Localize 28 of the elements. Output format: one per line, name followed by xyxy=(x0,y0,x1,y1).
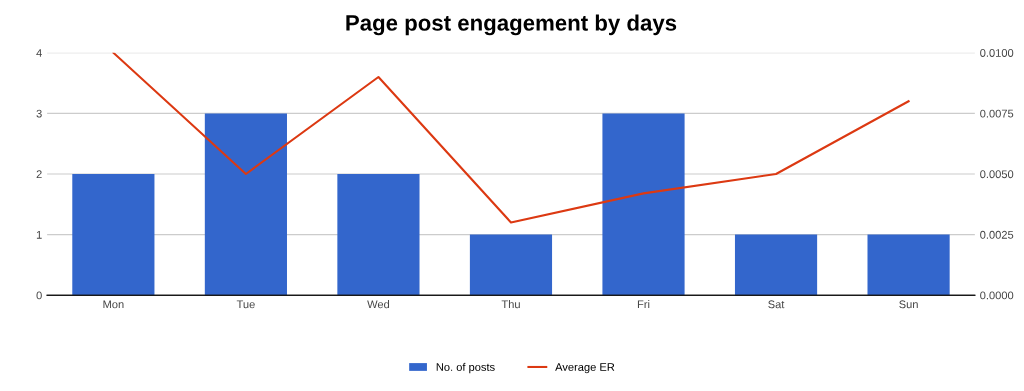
bar xyxy=(867,234,950,296)
x-tick-label: Thu xyxy=(501,300,520,309)
bar xyxy=(734,234,818,296)
y2-tick-label: 0.0100 xyxy=(980,49,1014,57)
line-series xyxy=(112,52,910,224)
bar xyxy=(337,174,420,296)
x-tick-label: Sun xyxy=(899,300,918,309)
x-tick-label: Mon xyxy=(103,300,124,309)
bar xyxy=(72,174,155,296)
y2-tick-label: 0.0025 xyxy=(980,230,1014,239)
y-tick-label: 4 xyxy=(36,49,42,57)
x-tick-label: Tue xyxy=(236,300,255,309)
bar xyxy=(204,113,287,296)
bar xyxy=(602,113,685,296)
legend-label: Average ER xyxy=(555,363,615,374)
y-tick-label: 1 xyxy=(36,230,42,239)
x-tick-label: Fri xyxy=(637,300,650,309)
bar xyxy=(469,234,553,296)
y-tick-label: 0 xyxy=(36,291,42,300)
x-tick-label: Wed xyxy=(367,300,390,309)
y-tick-label: 3 xyxy=(36,109,42,118)
chart-title: Page post engagement by days xyxy=(346,14,677,36)
y2-tick-label: 0.0075 xyxy=(980,109,1014,118)
y-tick-label: 2 xyxy=(36,170,42,179)
x-tick-label: Sat xyxy=(768,300,785,309)
y2-tick-label: 0.0050 xyxy=(980,170,1014,179)
y2-tick-label: 0.0000 xyxy=(980,291,1014,300)
legend-label: No. of posts xyxy=(436,362,495,374)
